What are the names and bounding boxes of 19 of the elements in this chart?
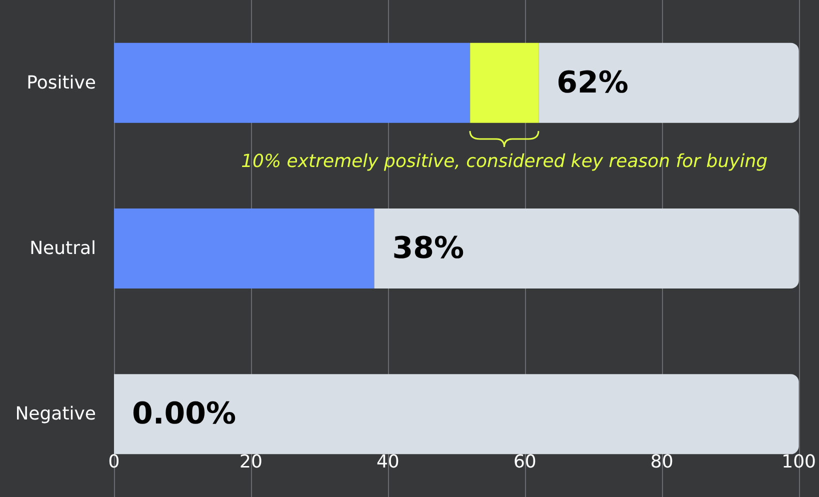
bar xyxy=(470,42,539,123)
bar xyxy=(114,374,799,454)
x-tick-label: 80 xyxy=(650,452,674,472)
y-tick-label: Negative xyxy=(15,404,96,425)
annotation: 38% xyxy=(392,231,464,266)
x-tick-label: 60 xyxy=(513,452,536,472)
annotation: 10% extremely positive, considered key reason for buying xyxy=(241,150,768,172)
annotation: 62% xyxy=(556,65,628,100)
bar xyxy=(538,42,799,123)
y-tick-label: Neutral xyxy=(30,238,96,259)
bar xyxy=(374,208,799,288)
bar xyxy=(114,42,470,123)
y-tick-label: Positive xyxy=(26,72,96,94)
x-tick-label: 40 xyxy=(376,452,400,472)
x-tick-label: 0 xyxy=(108,452,120,472)
x-tick-label: 20 xyxy=(240,452,262,472)
bar xyxy=(114,208,374,288)
annotation: 0.00% xyxy=(132,396,236,432)
x-tick-label: 100 xyxy=(782,452,816,472)
